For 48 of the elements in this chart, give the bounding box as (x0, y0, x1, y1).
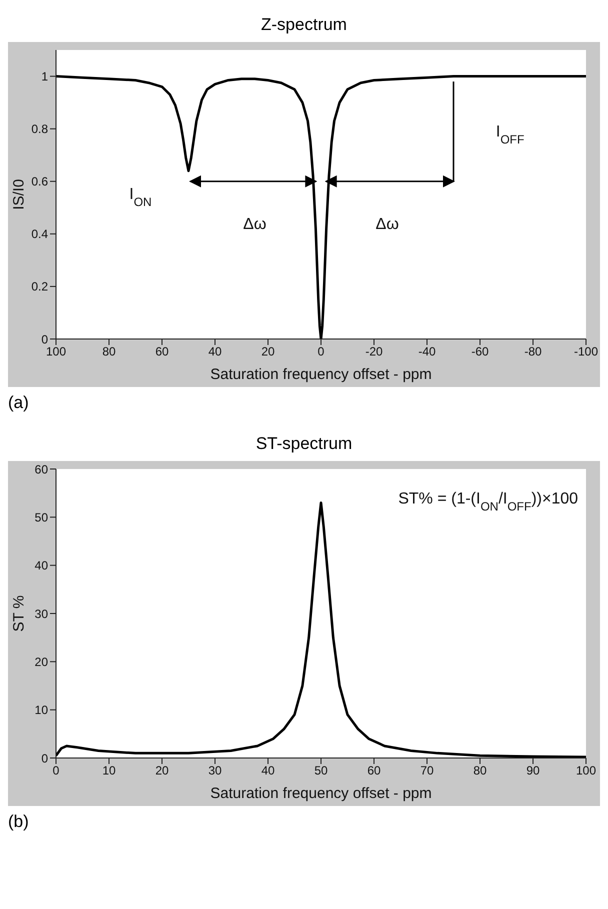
y-axis-title: ST % (10, 595, 28, 632)
text: (b) (8, 812, 30, 832)
y-tick-label: 20 (34, 654, 48, 669)
y-tick-label: 0 (41, 751, 48, 766)
annotation: ST% = (1-(I$_{ON}$/I$_{OFF}$))×100 (398, 490, 578, 514)
y-tick-label: 0.4 (31, 227, 48, 242)
x-tick-label: 100 (46, 344, 66, 359)
x-tick-label: 80 (473, 764, 487, 778)
x-tick-label: -80 (524, 344, 542, 359)
chart-title: Z-spectrum (260, 14, 348, 36)
y-tick-label: 30 (34, 606, 48, 621)
y-tick-label: 0.8 (31, 122, 48, 136)
x-tick-label: 20 (261, 344, 275, 359)
x-tick-label: 30 (208, 764, 222, 778)
x-tick-label: 0 (52, 764, 60, 778)
x-tick-label: 40 (208, 344, 222, 359)
x-tick-label: 60 (155, 344, 169, 359)
x-tick-label: 100 (576, 764, 596, 778)
x-tick-label: -20 (365, 344, 383, 359)
x-tick-label: 20 (155, 764, 169, 778)
y-tick-label: 0.6 (31, 174, 48, 189)
y-tick-label: 40 (34, 558, 48, 573)
x-axis-title: Saturation frequency offset - ppm (210, 785, 432, 802)
x-tick-label: 60 (367, 764, 381, 778)
y-tick-label: 1 (41, 70, 48, 84)
x-tick-label: 80 (102, 344, 116, 359)
x-tick-label: 90 (526, 764, 540, 778)
text: (a) (8, 393, 30, 413)
x-tick-label: -100 (574, 344, 598, 359)
x-tick-label: -60 (471, 344, 489, 359)
y-tick-label: 60 (34, 462, 48, 476)
y-tick-label: 10 (34, 703, 48, 718)
y-tick-label: 0 (41, 332, 48, 346)
y-axis-title: IS/I0 (10, 179, 28, 210)
x-tick-label: 10 (102, 764, 116, 778)
x-tick-label: 50 (314, 764, 328, 778)
x-tick-label: 0 (318, 344, 325, 359)
annotation: I$_{OFF}$ (496, 124, 524, 147)
annotation: Δω (243, 216, 266, 234)
x-tick-label: -40 (418, 344, 436, 359)
y-tick-label: 50 (34, 510, 48, 524)
y-tick-label: 0.2 (31, 280, 48, 294)
annotation: Δω (376, 216, 399, 234)
x-tick-label: 40 (261, 764, 275, 778)
annotation: I$_{ON}$ (129, 186, 152, 209)
x-axis-title: Saturation frequency offset - ppm (210, 366, 432, 383)
chart-title: ST-spectrum (254, 433, 354, 455)
x-tick-label: 70 (420, 764, 434, 778)
